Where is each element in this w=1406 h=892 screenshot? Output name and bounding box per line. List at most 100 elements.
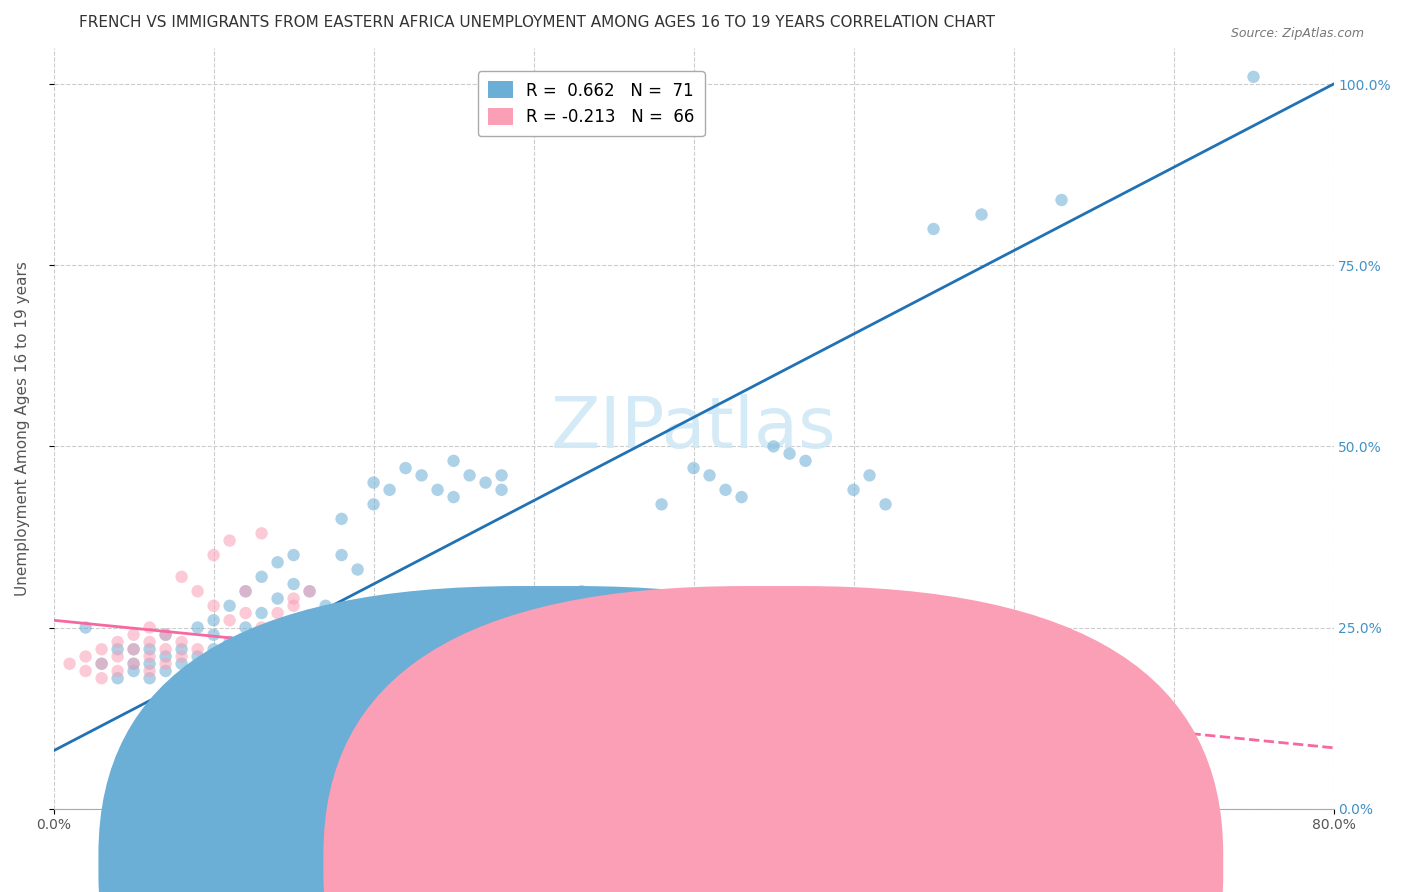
- Immigrants from Eastern Africa: [250, 526, 273, 541]
- Immigrants from Eastern Africa: [170, 649, 193, 664]
- Immigrants from Eastern Africa: [283, 591, 305, 606]
- Legend: R =  0.662   N =  71, R = -0.213   N =  66: R = 0.662 N = 71, R = -0.213 N = 66: [478, 71, 704, 136]
- Immigrants from Eastern Africa: [170, 635, 193, 649]
- French: [202, 628, 225, 642]
- Immigrants from Eastern Africa: [474, 628, 496, 642]
- Immigrants from Eastern Africa: [394, 606, 416, 620]
- French: [330, 512, 353, 526]
- Immigrants from Eastern Africa: [922, 722, 945, 736]
- Immigrants from Eastern Africa: [682, 780, 704, 794]
- Immigrants from Eastern Africa: [554, 671, 576, 685]
- Immigrants from Eastern Africa: [90, 657, 112, 671]
- Immigrants from Eastern Africa: [411, 613, 433, 627]
- Immigrants from Eastern Africa: [298, 584, 321, 599]
- French: [363, 475, 385, 490]
- French: [202, 642, 225, 657]
- Immigrants from Eastern Africa: [90, 671, 112, 685]
- French: [411, 468, 433, 483]
- French: [506, 591, 529, 606]
- Y-axis label: Unemployment Among Ages 16 to 19 years: Unemployment Among Ages 16 to 19 years: [15, 260, 30, 596]
- Immigrants from Eastern Africa: [138, 635, 160, 649]
- Immigrants from Eastern Africa: [202, 599, 225, 613]
- French: [250, 570, 273, 584]
- French: [730, 490, 752, 504]
- French: [682, 461, 704, 475]
- Immigrants from Eastern Africa: [250, 621, 273, 635]
- Text: Immigrants from Eastern Africa: Immigrants from Eastern Africa: [696, 855, 935, 870]
- Immigrants from Eastern Africa: [907, 714, 929, 729]
- Text: Source: ZipAtlas.com: Source: ZipAtlas.com: [1230, 27, 1364, 40]
- Immigrants from Eastern Africa: [107, 664, 129, 678]
- Immigrants from Eastern Africa: [170, 570, 193, 584]
- French: [170, 642, 193, 657]
- French: [1243, 70, 1265, 84]
- Immigrants from Eastern Africa: [107, 649, 129, 664]
- French: [283, 577, 305, 591]
- Immigrants from Eastern Africa: [59, 657, 82, 671]
- Immigrants from Eastern Africa: [602, 678, 624, 692]
- Immigrants from Eastern Africa: [794, 693, 817, 707]
- Immigrants from Eastern Africa: [122, 628, 145, 642]
- French: [554, 599, 576, 613]
- French: [235, 584, 257, 599]
- French: [970, 207, 993, 221]
- Immigrants from Eastern Africa: [218, 533, 240, 548]
- Immigrants from Eastern Africa: [378, 599, 401, 613]
- Immigrants from Eastern Africa: [330, 613, 353, 627]
- French: [922, 222, 945, 236]
- Immigrants from Eastern Africa: [634, 642, 657, 657]
- French: [202, 613, 225, 627]
- Immigrants from Eastern Africa: [283, 599, 305, 613]
- Immigrants from Eastern Africa: [955, 729, 977, 743]
- French: [522, 606, 544, 620]
- French: [187, 649, 209, 664]
- Immigrants from Eastern Africa: [155, 657, 177, 671]
- Text: FRENCH VS IMMIGRANTS FROM EASTERN AFRICA UNEMPLOYMENT AMONG AGES 16 TO 19 YEARS : FRENCH VS IMMIGRANTS FROM EASTERN AFRICA…: [79, 15, 995, 30]
- Text: French: French: [565, 855, 616, 870]
- French: [602, 714, 624, 729]
- Immigrants from Eastern Africa: [491, 642, 513, 657]
- Immigrants from Eastern Africa: [714, 657, 737, 671]
- Immigrants from Eastern Africa: [571, 621, 593, 635]
- French: [651, 497, 673, 511]
- French: [779, 447, 801, 461]
- French: [571, 584, 593, 599]
- French: [1050, 193, 1073, 207]
- French: [298, 584, 321, 599]
- French: [155, 664, 177, 678]
- Immigrants from Eastern Africa: [315, 606, 337, 620]
- French: [138, 671, 160, 685]
- French: [443, 490, 465, 504]
- Immigrants from Eastern Africa: [235, 606, 257, 620]
- French: [762, 439, 785, 453]
- Immigrants from Eastern Africa: [122, 642, 145, 657]
- French: [170, 657, 193, 671]
- French: [794, 454, 817, 468]
- Immigrants from Eastern Africa: [235, 584, 257, 599]
- Immigrants from Eastern Africa: [138, 649, 160, 664]
- Immigrants from Eastern Africa: [75, 664, 97, 678]
- French: [138, 657, 160, 671]
- Immigrants from Eastern Africa: [138, 664, 160, 678]
- Immigrants from Eastern Africa: [1002, 736, 1025, 750]
- Immigrants from Eastern Africa: [155, 642, 177, 657]
- French: [363, 497, 385, 511]
- French: [315, 599, 337, 613]
- French: [443, 454, 465, 468]
- French: [75, 621, 97, 635]
- French: [266, 555, 288, 569]
- Immigrants from Eastern Africa: [443, 686, 465, 700]
- Immigrants from Eastern Africa: [90, 642, 112, 657]
- French: [426, 483, 449, 497]
- French: [875, 497, 897, 511]
- French: [107, 642, 129, 657]
- Immigrants from Eastern Africa: [155, 628, 177, 642]
- French: [122, 642, 145, 657]
- French: [90, 657, 112, 671]
- French: [842, 483, 865, 497]
- French: [155, 649, 177, 664]
- French: [283, 548, 305, 562]
- French: [187, 621, 209, 635]
- French: [538, 621, 561, 635]
- Immigrants from Eastern Africa: [779, 686, 801, 700]
